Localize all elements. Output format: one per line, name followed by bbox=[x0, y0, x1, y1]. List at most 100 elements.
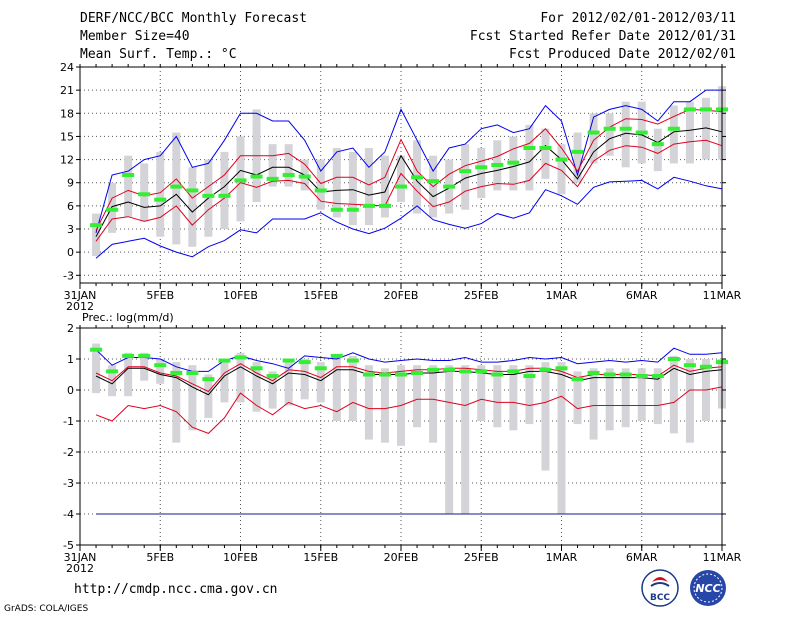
x-tick-label: 15FEB bbox=[303, 289, 338, 302]
ensemble-box bbox=[124, 155, 133, 218]
ensemble-box bbox=[188, 365, 197, 431]
ensemble-box bbox=[172, 362, 181, 443]
ensemble-box bbox=[669, 105, 678, 164]
ensemble-box bbox=[124, 352, 133, 397]
median-marker bbox=[459, 169, 472, 174]
median-marker bbox=[202, 193, 215, 198]
median-marker bbox=[699, 107, 712, 112]
ncc-logo: NCC bbox=[690, 570, 726, 606]
ensemble-box bbox=[621, 368, 630, 428]
median-marker bbox=[138, 192, 151, 197]
x-year-label: 2012 bbox=[66, 300, 94, 310]
ensemble-box bbox=[541, 362, 550, 471]
median-marker bbox=[186, 370, 199, 375]
median-marker bbox=[395, 184, 407, 189]
ensemble-box bbox=[380, 368, 389, 443]
median-marker bbox=[90, 223, 103, 228]
ensemble-box bbox=[300, 359, 309, 400]
ensemble-box bbox=[573, 371, 582, 425]
ensemble-box bbox=[156, 359, 165, 384]
ensemble-box bbox=[380, 155, 389, 218]
y-tick-label: 24 bbox=[60, 61, 74, 74]
median-marker bbox=[250, 174, 263, 179]
median-marker bbox=[266, 374, 279, 379]
median-marker bbox=[411, 370, 424, 375]
median-marker bbox=[346, 207, 359, 212]
software-credit: GrADS: COLA/IGES bbox=[4, 604, 89, 614]
median-marker bbox=[507, 160, 520, 165]
x-tick-label: 11MAR bbox=[703, 289, 742, 302]
ensemble-box bbox=[92, 343, 101, 394]
ncc-logo-text: NCC bbox=[695, 582, 720, 595]
ensemble-box bbox=[204, 374, 213, 418]
median-marker bbox=[571, 377, 584, 382]
series-line-max bbox=[95, 347, 723, 372]
series-line-mean bbox=[95, 127, 723, 237]
x-tick-label: 1MAR bbox=[546, 551, 578, 564]
median-marker bbox=[154, 197, 167, 202]
ensemble-box bbox=[268, 144, 277, 187]
ensemble-box bbox=[557, 362, 566, 514]
median-marker bbox=[122, 173, 135, 177]
source-url[interactable]: http://cmdp.ncc.cma.gov.cn bbox=[74, 582, 278, 597]
y-tick-label: -4 bbox=[63, 508, 74, 521]
ensemble-box bbox=[92, 213, 101, 256]
series-line-mean bbox=[95, 366, 723, 396]
x-tick-label: 25FEB bbox=[464, 289, 499, 302]
median-marker bbox=[459, 369, 472, 374]
x-year-label: 2012 bbox=[66, 562, 94, 575]
x-tick-label: 20FEB bbox=[384, 551, 419, 564]
ensemble-box bbox=[348, 151, 357, 226]
series-line-upper bbox=[95, 363, 723, 393]
ensemble-box bbox=[156, 151, 165, 237]
median-marker bbox=[443, 367, 456, 372]
median-marker bbox=[138, 353, 151, 358]
median-marker bbox=[539, 146, 552, 150]
chart-title: DERF/NCC/BCC Monthly Forecast bbox=[80, 11, 307, 26]
median-marker bbox=[491, 162, 504, 167]
median-marker bbox=[523, 146, 536, 150]
median-marker bbox=[346, 358, 359, 363]
median-marker bbox=[539, 367, 552, 372]
ensemble-box bbox=[653, 368, 662, 425]
ensemble-box bbox=[525, 365, 534, 425]
ensemble-box bbox=[461, 144, 470, 210]
member-size: Member Size=40 bbox=[80, 29, 190, 44]
ensemble-box bbox=[445, 365, 454, 514]
bcc-logo-text: BCC bbox=[650, 593, 670, 603]
ensemble-box bbox=[477, 365, 486, 421]
median-marker bbox=[555, 157, 568, 162]
ensemble-box bbox=[493, 365, 502, 428]
ensemble-box bbox=[685, 359, 694, 443]
ensemble-box bbox=[316, 159, 325, 210]
ensemble-box bbox=[220, 151, 229, 229]
ensemble-box bbox=[316, 362, 325, 403]
median-marker bbox=[282, 358, 295, 363]
x-tick-label: 6MAR bbox=[626, 289, 658, 302]
median-marker bbox=[587, 370, 600, 375]
median-marker bbox=[330, 207, 343, 212]
y-tick-label: 15 bbox=[60, 130, 74, 143]
x-tick-label: 11MAR bbox=[703, 551, 742, 564]
median-marker bbox=[90, 347, 103, 352]
median-marker bbox=[443, 184, 456, 189]
median-marker bbox=[411, 175, 424, 180]
y-tick-label: 18 bbox=[60, 107, 74, 120]
temperature-chart: -3 0 3 6 9 12 15 18 21 24 31JAN 5FEB 10FEB 15FEB 20FEB… bbox=[60, 61, 742, 310]
ensemble-box bbox=[653, 128, 662, 172]
x-tick-label: 20FEB bbox=[384, 289, 419, 302]
median-marker bbox=[218, 358, 231, 363]
ensemble-box bbox=[525, 124, 534, 191]
median-marker bbox=[651, 142, 664, 147]
median-marker bbox=[234, 355, 247, 360]
series-line-max bbox=[95, 176, 723, 259]
x-tick-label: 5FEB bbox=[146, 551, 174, 564]
median-marker bbox=[186, 188, 199, 193]
ensemble-box bbox=[605, 113, 614, 156]
ensemble-box bbox=[541, 128, 550, 179]
median-marker bbox=[475, 165, 488, 170]
y-tick-label: 12 bbox=[60, 154, 74, 167]
ensemble-box bbox=[557, 144, 566, 195]
y-tick-label: 2 bbox=[67, 322, 74, 335]
median-marker bbox=[635, 374, 648, 379]
